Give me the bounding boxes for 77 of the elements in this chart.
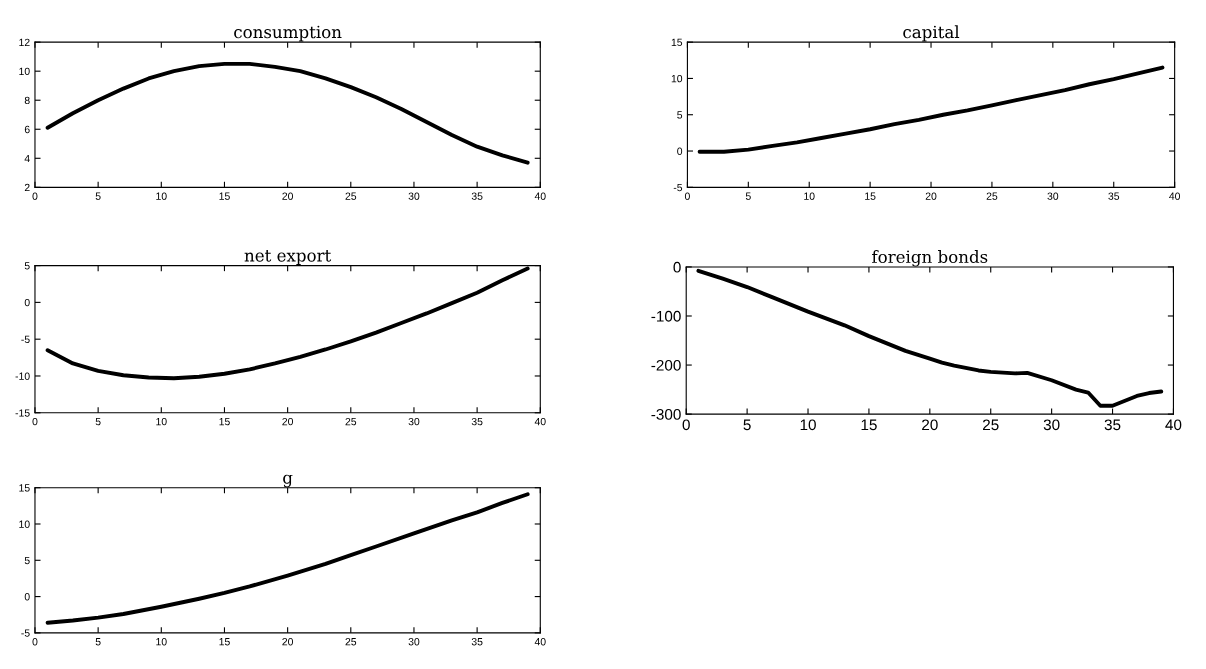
y-tick-label: 12 xyxy=(19,38,30,46)
x-tick-label: 25 xyxy=(983,419,999,431)
y-tick-label: 4 xyxy=(24,154,30,163)
x-tick-label: 15 xyxy=(219,418,230,426)
chart-title: foreign bonds xyxy=(872,250,988,267)
y-tick-label: -100 xyxy=(651,310,681,322)
chart-title: capital xyxy=(903,25,960,42)
y-tick-label: 5 xyxy=(24,262,30,270)
x-tick-label: 35 xyxy=(1108,192,1120,200)
y-tick-label: 5 xyxy=(677,111,683,119)
x-tick-label: 30 xyxy=(1047,192,1059,200)
x-tick-label: 10 xyxy=(156,638,167,646)
x-tick-label: 20 xyxy=(922,419,938,431)
chart-title: consumption xyxy=(234,25,342,42)
y-tick-label: 15 xyxy=(19,484,30,492)
x-tick-label: 40 xyxy=(534,192,546,200)
y-tick-label: -10 xyxy=(15,372,30,380)
x-tick-label: 20 xyxy=(282,638,294,646)
x-tick-label: 15 xyxy=(861,419,877,431)
x-tick-label: 35 xyxy=(471,417,483,426)
x-tick-label: 10 xyxy=(156,192,167,200)
x-tick-label: 25 xyxy=(345,417,357,426)
y-tick-label: 0 xyxy=(673,261,681,273)
y-tick-label: 5 xyxy=(24,556,30,565)
y-tick-label: 8 xyxy=(24,96,30,105)
chart-title: g xyxy=(283,474,293,488)
y-tick-label: 2 xyxy=(24,183,30,192)
y-tick-label: 10 xyxy=(19,520,30,528)
x-tick-label: 30 xyxy=(408,638,420,646)
y-tick-label: -5 xyxy=(673,183,683,192)
x-tick-label: 5 xyxy=(745,192,751,200)
line-series xyxy=(45,61,530,165)
x-tick-label: 15 xyxy=(219,638,230,646)
x-tick-label: 15 xyxy=(219,192,230,200)
x-tick-label: 20 xyxy=(925,192,937,200)
x-tick-label: 40 xyxy=(534,638,546,646)
x-tick-label: 35 xyxy=(1104,419,1121,431)
x-tick-label: 40 xyxy=(1165,419,1182,431)
x-tick-label: 25 xyxy=(345,192,357,200)
x-tick-label: 30 xyxy=(1043,419,1060,431)
x-tick-label: 15 xyxy=(865,192,876,200)
x-tick-label: 20 xyxy=(282,192,294,200)
x-tick-label: 5 xyxy=(743,419,751,431)
y-tick-label: -15 xyxy=(15,409,30,417)
y-tick-label: 6 xyxy=(24,125,30,134)
x-tick-label: 40 xyxy=(1169,192,1181,200)
y-tick-label: 0 xyxy=(24,593,30,601)
y-tick-label: 0 xyxy=(677,147,683,155)
x-tick-label: 10 xyxy=(800,419,816,431)
y-tick-label: 10 xyxy=(19,67,30,76)
x-tick-label: 10 xyxy=(804,192,815,200)
x-tick-label: 0 xyxy=(32,192,38,200)
x-tick-label: 35 xyxy=(471,192,483,200)
x-tick-label: 35 xyxy=(471,638,483,646)
y-tick-label: 15 xyxy=(671,38,683,47)
y-tick-label: 10 xyxy=(671,74,683,83)
chart-title: net export xyxy=(244,250,332,265)
x-tick-label: 10 xyxy=(156,417,167,426)
y-tick-label: -300 xyxy=(651,408,681,420)
x-tick-label: 0 xyxy=(32,417,38,426)
y-tick-label: -5 xyxy=(21,335,30,344)
x-tick-label: 25 xyxy=(986,192,998,200)
x-tick-label: 30 xyxy=(408,417,420,426)
x-tick-label: 5 xyxy=(95,638,101,646)
line-series xyxy=(45,492,530,625)
x-tick-label: 25 xyxy=(345,638,357,646)
line-series xyxy=(697,65,1165,154)
y-tick-label: 0 xyxy=(24,298,30,307)
x-tick-label: 40 xyxy=(534,417,546,426)
x-tick-label: 0 xyxy=(32,638,38,646)
x-tick-label: 5 xyxy=(95,418,101,426)
x-tick-label: 5 xyxy=(95,192,101,200)
x-tick-label: 20 xyxy=(282,417,294,426)
x-tick-label: 30 xyxy=(408,192,420,200)
y-tick-label: -200 xyxy=(651,359,681,371)
x-tick-label: 0 xyxy=(684,192,690,200)
y-tick-label: -5 xyxy=(21,629,30,637)
